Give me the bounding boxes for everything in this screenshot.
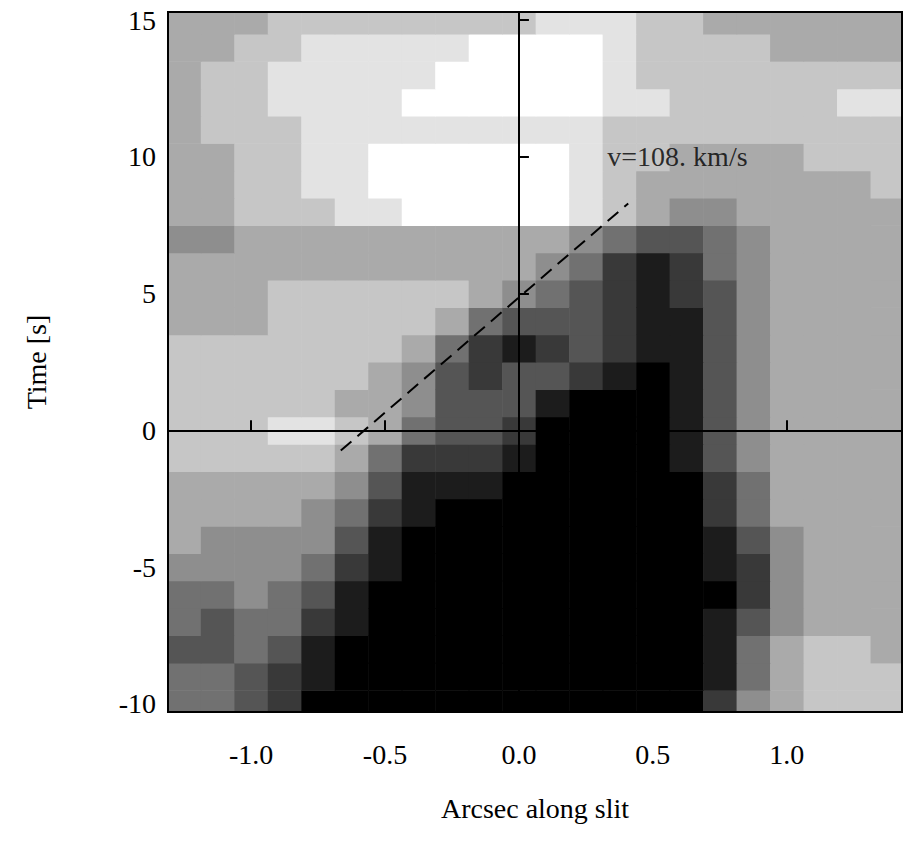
svg-text:-1.0: -1.0 (229, 739, 273, 770)
svg-text:5: 5 (142, 278, 156, 309)
svg-text:v=108. km/s: v=108. km/s (607, 141, 747, 172)
svg-text:0.5: 0.5 (635, 739, 670, 770)
svg-text:10: 10 (128, 141, 156, 172)
svg-text:Time [s]: Time [s] (21, 315, 52, 410)
svg-text:Arcsec along slit: Arcsec along slit (441, 793, 629, 824)
svg-text:15: 15 (128, 5, 156, 36)
svg-text:0: 0 (142, 415, 156, 446)
svg-text:-10: -10 (119, 688, 156, 719)
svg-text:1.0: 1.0 (769, 739, 804, 770)
svg-text:0.0: 0.0 (501, 739, 536, 770)
svg-text:-0.5: -0.5 (363, 739, 407, 770)
svg-text:-5: -5 (133, 552, 156, 583)
